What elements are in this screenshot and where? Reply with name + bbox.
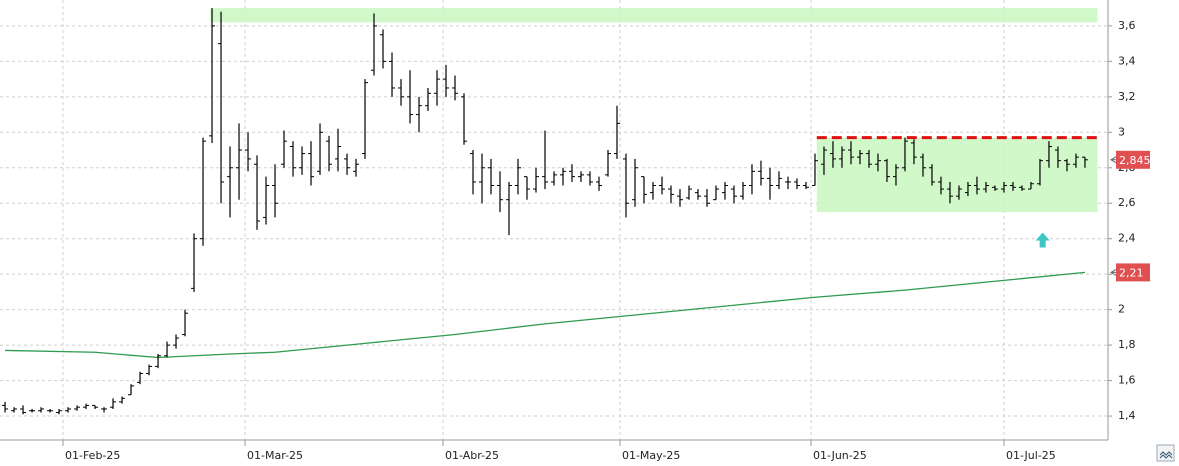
y-tick-label: 2	[1118, 303, 1125, 316]
zones	[210, 8, 1098, 213]
scale-button[interactable]	[1156, 444, 1175, 462]
y-tick-label: 3	[1118, 125, 1125, 138]
price-label: 2,845	[1119, 154, 1151, 167]
grid	[0, 0, 1108, 440]
x-tick-label: 01-Mar-25	[247, 449, 303, 462]
y-tick-label: 3,4	[1118, 54, 1136, 67]
price-label-box	[1116, 263, 1150, 282]
zone	[816, 137, 1098, 213]
y-tick-label: 3,2	[1118, 90, 1136, 103]
price-label-box	[1116, 150, 1150, 169]
y-tick-label: 3,6	[1118, 19, 1136, 32]
x-tick-label: 01-Jun-25	[813, 449, 867, 462]
lines	[5, 136, 1098, 359]
x-tick-label: 01-Abr-25	[445, 449, 499, 462]
price-label: 2,21	[1119, 266, 1144, 279]
x-tick-label: 01-Jul-25	[1006, 449, 1056, 462]
scale-icon	[1159, 451, 1173, 459]
moving-average-line	[5, 271, 1086, 359]
x-tick-label: 01-May-25	[622, 449, 680, 462]
y-tick-label: 1,8	[1118, 338, 1136, 351]
y-tick-label: 1,6	[1118, 374, 1136, 387]
bars	[2, 8, 1088, 415]
zone	[210, 8, 1098, 23]
y-tick-label: 2,6	[1118, 196, 1136, 209]
x-tick-label: 01-Feb-25	[65, 449, 120, 462]
y-tick-label: 1,4	[1118, 409, 1136, 422]
signal-arrow	[1035, 232, 1050, 248]
y-tick-label: 2,4	[1118, 232, 1136, 245]
